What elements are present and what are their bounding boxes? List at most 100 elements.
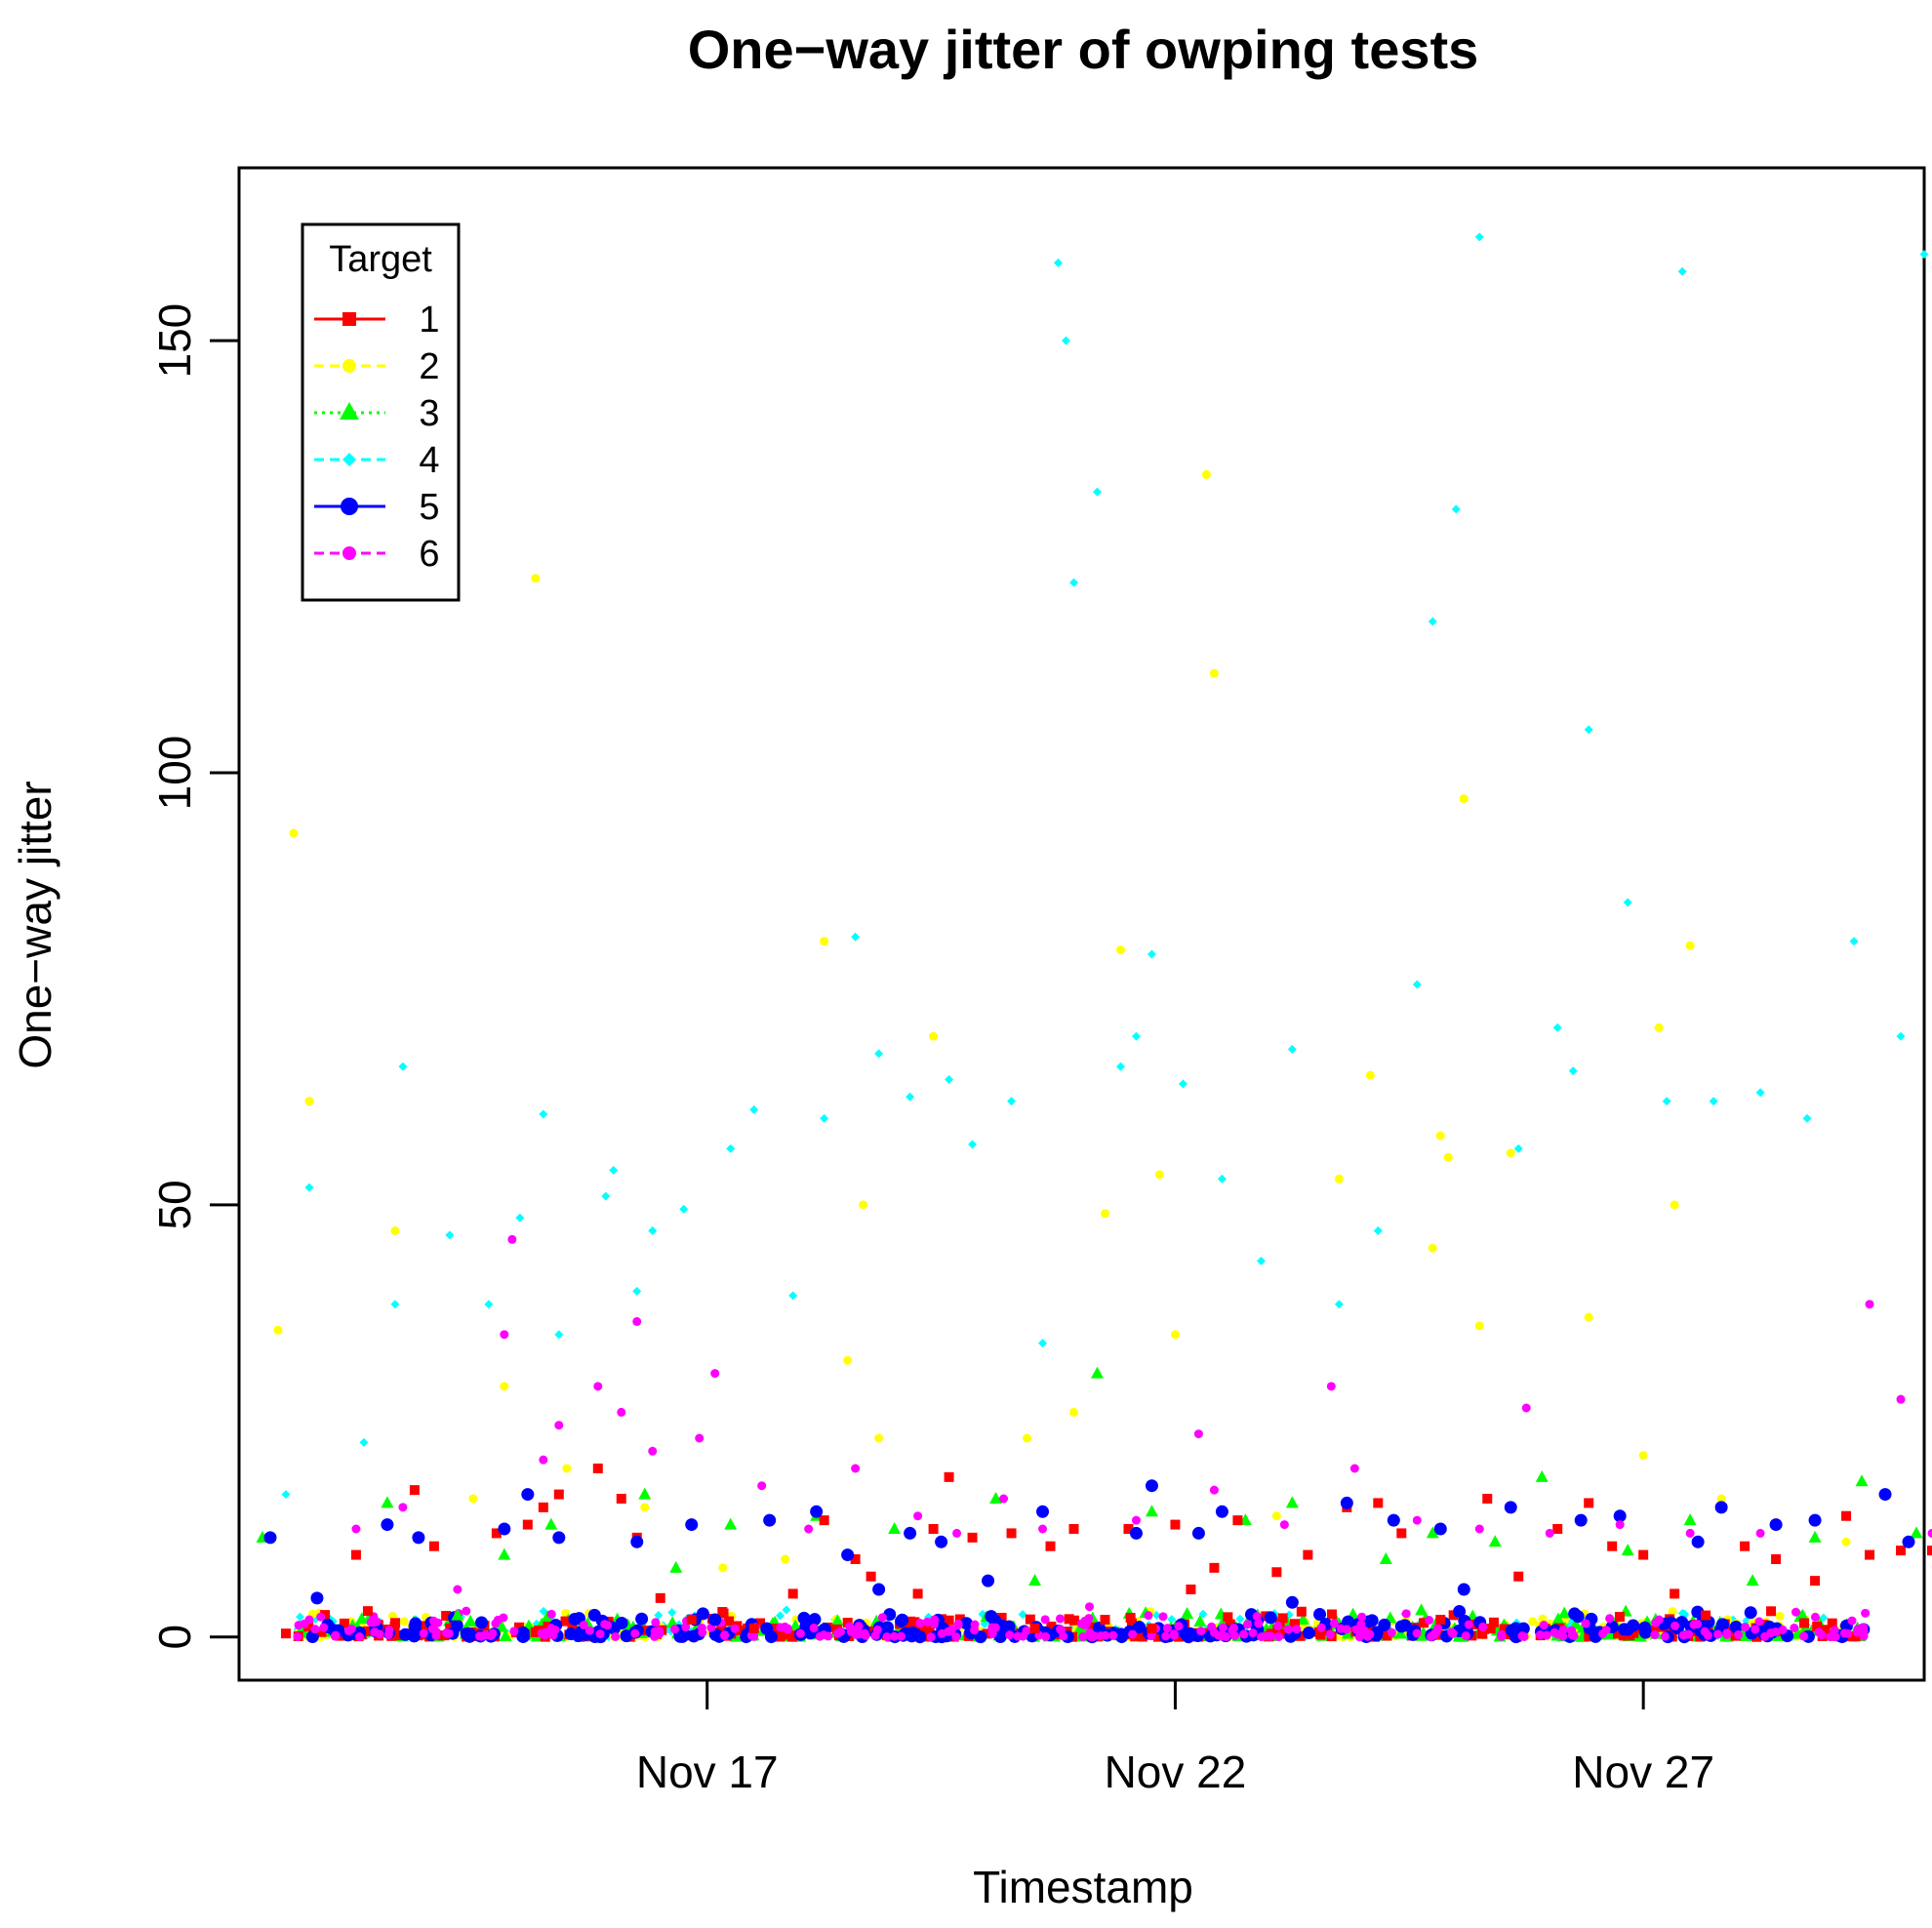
baseline-point-series-6	[1101, 1630, 1110, 1640]
data-point-series-4	[874, 1049, 884, 1059]
baseline-point-series-6	[915, 1618, 925, 1627]
data-point-series-1	[912, 1588, 923, 1599]
baseline-cluster	[293, 1603, 1871, 1644]
baseline-point-series-2	[1528, 1617, 1538, 1627]
data-point-series-5	[1433, 1522, 1447, 1536]
series-5-points	[263, 1479, 1915, 1627]
baseline-point-series-1	[1485, 1624, 1496, 1634]
baseline-point-series-1	[1025, 1614, 1035, 1625]
baseline-point-series-6	[1650, 1630, 1660, 1640]
baseline-point-series-6	[1262, 1631, 1271, 1641]
baseline-point-series-4	[667, 1608, 677, 1618]
baseline-point-series-5	[1342, 1615, 1355, 1628]
baseline-point-series-6	[776, 1623, 785, 1632]
data-point-series-4	[484, 1300, 494, 1309]
data-point-series-6	[913, 1511, 923, 1521]
baseline-point-series-1	[640, 1626, 651, 1636]
data-point-series-5	[1340, 1496, 1353, 1509]
data-point-series-5	[708, 1613, 722, 1627]
data-point-series-1	[1771, 1554, 1782, 1564]
baseline-point-series-6	[1814, 1627, 1824, 1637]
data-point-series-1	[1373, 1498, 1384, 1508]
baseline-point-series-6	[1005, 1630, 1015, 1640]
data-point-series-5	[412, 1531, 425, 1545]
baseline-point-series-6	[330, 1631, 340, 1641]
data-point-series-4	[281, 1490, 291, 1500]
baseline-point-series-4	[296, 1612, 305, 1622]
baseline-point-series-5	[896, 1613, 909, 1627]
baseline-point-series-5	[993, 1630, 1007, 1644]
data-point-series-2	[820, 937, 829, 946]
data-point-series-5	[841, 1548, 855, 1562]
data-point-series-4	[1849, 937, 1859, 946]
data-point-series-4	[788, 1291, 798, 1301]
baseline-point-series-5	[974, 1630, 987, 1644]
y-axis-label: One−way jitter	[10, 781, 60, 1068]
legend-title: Target	[329, 239, 432, 280]
baseline-point-series-1	[316, 1627, 327, 1637]
data-point-series-1	[1170, 1519, 1181, 1530]
baseline-point-series-3	[1603, 1627, 1617, 1640]
data-point-series-5	[1504, 1501, 1517, 1514]
legend-item-2: 2	[314, 346, 440, 387]
data-point-series-2	[1841, 1537, 1851, 1546]
baseline-point-series-6	[546, 1624, 556, 1633]
data-point-series-4	[1677, 266, 1687, 276]
data-point-series-5	[685, 1518, 699, 1532]
data-point-series-4	[851, 932, 861, 942]
baseline-point-series-6	[316, 1612, 326, 1622]
data-point-series-6	[351, 1524, 361, 1534]
legend-label: 2	[419, 346, 439, 387]
data-point-series-5	[1145, 1479, 1158, 1493]
baseline-point-series-1	[1365, 1624, 1376, 1634]
data-point-series-3	[1910, 1526, 1923, 1539]
baseline-point-series-1	[1382, 1630, 1392, 1641]
baseline-point-series-3	[1415, 1603, 1429, 1616]
data-point-series-4	[1069, 578, 1079, 587]
series-3-points	[256, 1366, 1923, 1621]
baseline-point-series-6	[929, 1620, 939, 1629]
data-point-series-6	[1865, 1300, 1874, 1309]
baseline-point-series-1	[339, 1618, 349, 1628]
baseline-point-series-6	[1799, 1631, 1809, 1641]
data-point-series-4	[1062, 336, 1071, 345]
series-2-points	[273, 379, 1851, 1573]
data-point-series-6	[648, 1446, 658, 1456]
data-point-series-1	[1232, 1515, 1243, 1526]
data-point-series-6	[1474, 1524, 1484, 1534]
data-point-series-1	[1670, 1588, 1680, 1599]
baseline-point-series-6	[1078, 1632, 1088, 1642]
data-point-series-2	[1023, 1433, 1032, 1443]
baseline-point-series-6	[1248, 1628, 1258, 1638]
data-point-series-6	[1545, 1528, 1554, 1538]
data-point-series-1	[538, 1502, 548, 1512]
data-point-series-3	[1090, 1366, 1104, 1379]
baseline-point-series-6	[1569, 1630, 1579, 1640]
baseline-point-series-6	[655, 1628, 664, 1638]
data-point-series-1	[491, 1528, 502, 1539]
baseline-point-series-6	[1229, 1623, 1239, 1632]
data-point-series-5	[1902, 1535, 1915, 1548]
baseline-point-series-6	[354, 1632, 364, 1642]
data-point-series-4	[601, 1191, 611, 1201]
baseline-point-series-6	[1357, 1612, 1367, 1622]
baseline-point-series-6	[1144, 1611, 1153, 1621]
baseline-point-series-6	[1464, 1620, 1473, 1629]
data-point-series-4	[1334, 1300, 1344, 1309]
baseline-point-series-6	[1670, 1621, 1680, 1630]
baseline-point-series-3	[1551, 1612, 1565, 1625]
baseline-point-series-6	[1243, 1620, 1253, 1629]
baseline-point-series-6	[1461, 1631, 1470, 1641]
baseline-point-series-5	[1183, 1627, 1196, 1640]
data-point-series-1	[1147, 1623, 1157, 1633]
series-1-points	[280, 1464, 1932, 1639]
baseline-point-series-4	[782, 1605, 791, 1615]
data-point-series-5	[1769, 1518, 1783, 1532]
data-point-series-1	[1701, 1610, 1711, 1621]
baseline-point-series-6	[1448, 1628, 1458, 1638]
legend-item-3: 3	[314, 393, 440, 434]
data-point-series-5	[630, 1535, 644, 1548]
data-point-series-3	[724, 1517, 738, 1530]
data-point-series-6	[1193, 1429, 1203, 1439]
baseline-point-series-1	[1502, 1629, 1512, 1640]
